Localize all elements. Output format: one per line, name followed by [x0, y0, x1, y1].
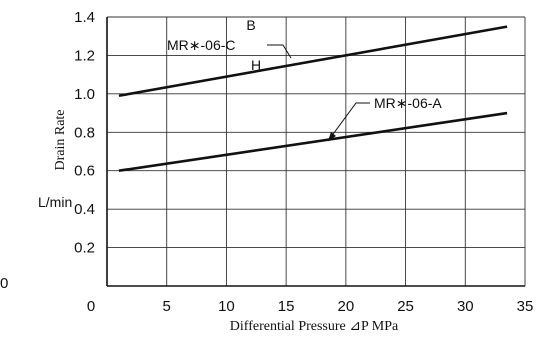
callout-c-h-label: H: [251, 57, 261, 73]
series-line-mr-06-c: [118, 25, 508, 98]
callout-series-c: B MR∗-06-C H: [167, 17, 292, 73]
stray-left-label: 0: [0, 275, 8, 292]
callout-c-b-label: B: [246, 17, 255, 33]
x-tick-label: 35: [517, 298, 534, 315]
callout-a-arrowhead: [328, 132, 336, 141]
y-tick-label: 0.2: [74, 240, 95, 257]
y-tick-label: 0.6: [74, 163, 95, 180]
x-tick-label: 5: [163, 298, 171, 315]
callout-series-a: MR∗-06-A: [327, 95, 442, 142]
y-tick-label: 0.8: [74, 124, 95, 141]
y-tick-label: 1.2: [74, 47, 95, 64]
y-axis-label: Drain Rate: [53, 109, 68, 170]
x-tick-label: 10: [218, 298, 235, 315]
x-tick-label: 25: [397, 298, 414, 315]
axes: [106, 17, 525, 287]
y-tick-label: 0.4: [74, 201, 95, 218]
series-line-mr-06-a: [118, 111, 508, 173]
callout-c-series-label: MR∗-06-C: [167, 37, 236, 53]
grid-lines: [107, 16, 526, 286]
y-axis-unit: L/min: [38, 194, 72, 210]
y-tick-label: 1.4: [74, 9, 95, 26]
callout-a-series-label: MR∗-06-A: [374, 95, 442, 111]
x-axis-label: Differential Pressure ⊿P MPa: [230, 319, 399, 334]
x-tick-label: 0: [87, 298, 95, 315]
tick-labels: 0 5 10 15 20 25 30 35 0.2 0.4 0.6 0.8 1.0 1.2 1.4: [74, 9, 533, 315]
callout-c-leader: [267, 44, 292, 59]
x-tick-label: 30: [457, 298, 474, 315]
x-tick-label: 20: [338, 298, 355, 315]
callout-a-leader: [327, 102, 370, 142]
y-tick-label: 1.0: [74, 86, 95, 103]
series-lines: [118, 25, 508, 173]
x-tick-label: 15: [278, 298, 295, 315]
